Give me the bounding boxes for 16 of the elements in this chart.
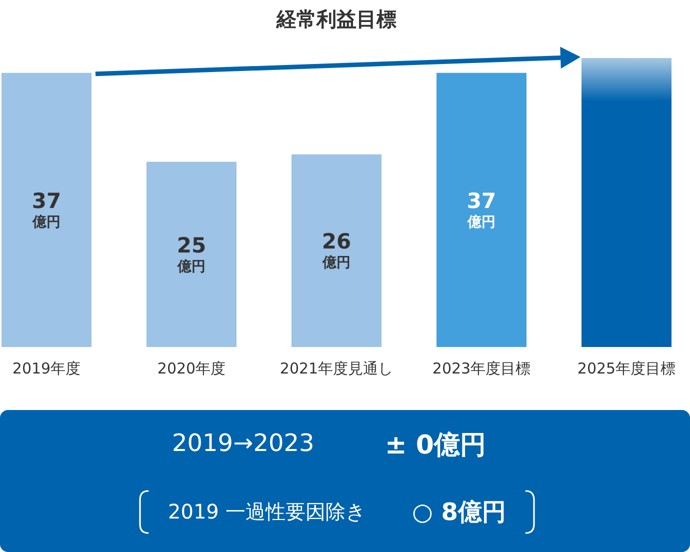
x-tick-label: 2019年度	[12, 360, 81, 378]
x-tick-label: 2021年度見通し	[280, 360, 394, 378]
data-label: 25 億円	[176, 233, 206, 275]
chart-title: 経常利益目標	[276, 7, 396, 31]
data-label: 37 億円	[32, 188, 62, 230]
bar	[292, 154, 382, 347]
info-box: 2019→2023 ± 0億円 2019 一過性要因除き ○ 8億円	[0, 410, 690, 552]
x-tick-label: 2025年度目標	[577, 360, 676, 378]
bar	[146, 162, 236, 347]
bar	[2, 72, 92, 347]
data-label: 37 億円	[466, 188, 496, 230]
bar	[582, 58, 672, 347]
data-label: 26 億円	[322, 230, 352, 272]
x-tick-label: 2020年度	[157, 360, 226, 378]
bar	[436, 72, 526, 347]
x-tick-label: 2023年度目標	[432, 360, 531, 378]
